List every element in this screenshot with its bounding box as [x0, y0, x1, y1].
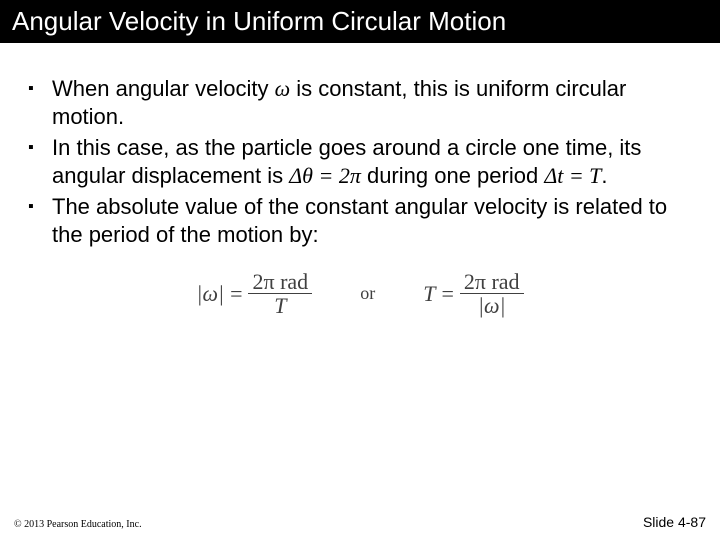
symbol-delta-theta: Δθ = 2π	[289, 163, 361, 188]
slide-content: ▪ When angular velocity ω is constant, t…	[0, 43, 720, 317]
bullet-text: In this case, as the particle goes aroun…	[52, 134, 692, 189]
fraction: 2π rad T	[248, 270, 312, 317]
fraction: 2π rad |ω|	[460, 270, 524, 317]
bullet-marker-icon: ▪	[28, 193, 52, 248]
denominator: |ω|	[474, 294, 510, 317]
bullet-text: The absolute value of the constant angul…	[52, 193, 692, 248]
bullet-item: ▪ When angular velocity ω is constant, t…	[28, 75, 692, 130]
slide-number: Slide 4-87	[643, 514, 706, 530]
symbol-omega: ω	[275, 76, 291, 101]
bullet-text: When angular velocity ω is constant, thi…	[52, 75, 692, 130]
formula-omega: |ω| = 2π rad T	[196, 270, 312, 317]
text-run: during one period	[361, 163, 544, 188]
symbol-delta-t: Δt = T	[544, 163, 601, 188]
formula-lhs: T	[423, 281, 435, 307]
equals-sign: =	[441, 281, 453, 307]
numerator: 2π rad	[248, 270, 312, 294]
bullet-item: ▪ In this case, as the particle goes aro…	[28, 134, 692, 189]
formula-lhs: |ω|	[196, 281, 224, 307]
bullet-marker-icon: ▪	[28, 75, 52, 130]
text-run: When angular velocity	[52, 76, 275, 101]
denominator: T	[270, 294, 290, 317]
slide-title: Angular Velocity in Uniform Circular Mot…	[12, 6, 506, 36]
text-run: .	[601, 163, 607, 188]
or-text: or	[360, 283, 375, 304]
copyright-text: © 2013 Pearson Education, Inc.	[14, 519, 142, 530]
slide-title-bar: Angular Velocity in Uniform Circular Mot…	[0, 0, 720, 43]
bullet-item: ▪ The absolute value of the constant ang…	[28, 193, 692, 248]
equals-sign: =	[230, 281, 242, 307]
numerator: 2π rad	[460, 270, 524, 294]
bullet-marker-icon: ▪	[28, 134, 52, 189]
formula-row: |ω| = 2π rad T or T = 2π rad |ω|	[28, 270, 692, 317]
text-run: The absolute value of the constant angul…	[52, 194, 667, 247]
formula-period: T = 2π rad |ω|	[423, 270, 523, 317]
